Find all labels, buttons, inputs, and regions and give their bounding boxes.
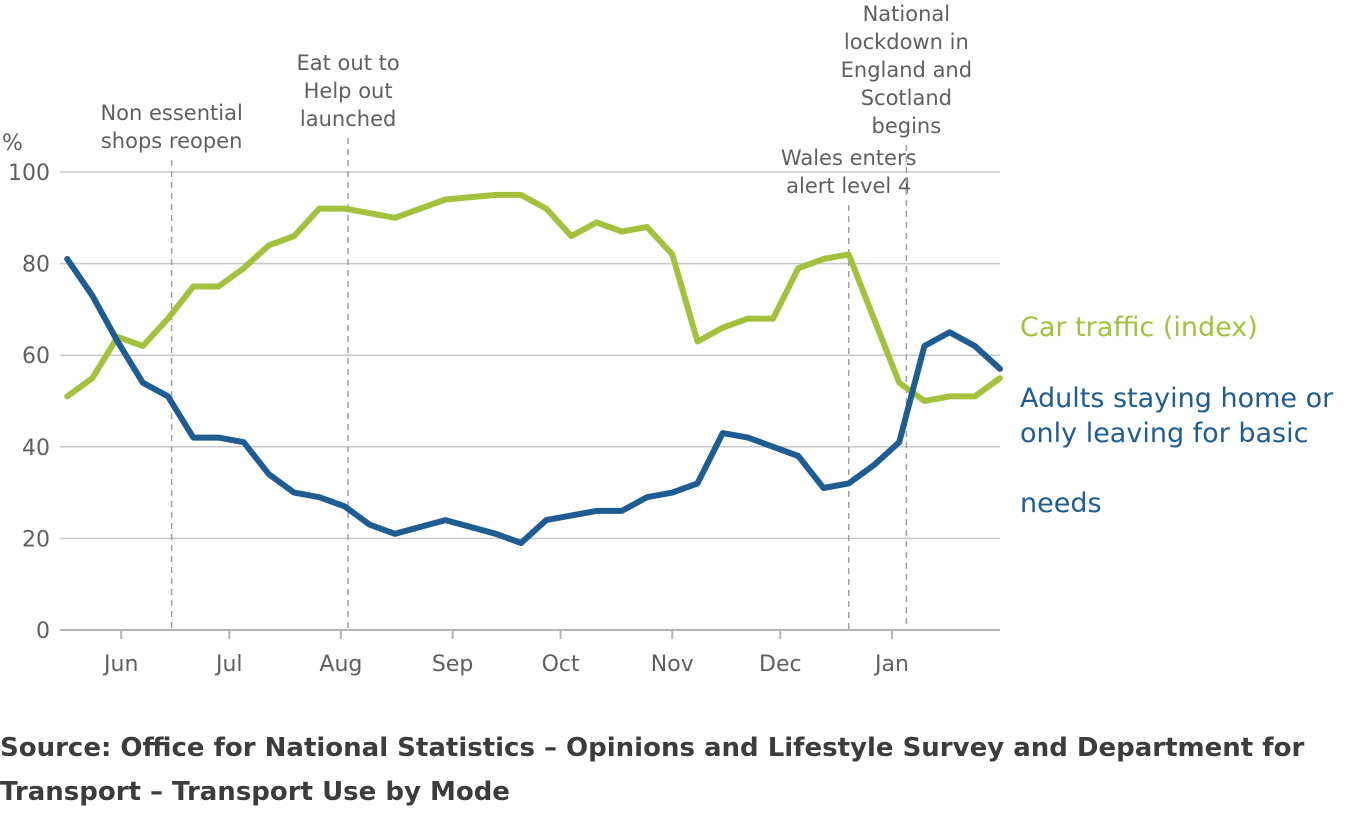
x-tick-label: Dec (759, 652, 802, 677)
x-tick-label: Aug (319, 652, 362, 677)
x-tick-label: Sep (432, 652, 473, 677)
event-annotations: Non essential shops reopen Eat out to Help … (100, 2, 972, 630)
y-tick-label: 60 (22, 344, 50, 369)
y-tick-label: 100 (8, 161, 50, 186)
annotation-label: Non essential (100, 101, 242, 125)
y-tick-label: 40 (22, 436, 50, 461)
axes: 0 20 40 60 80 100% Jun Jul Aug Sep Oct Nov Dec Jan (2, 131, 1000, 677)
annotation-label: Eat out to (297, 51, 400, 75)
source-note: Source: Office for National Statistics –… (0, 733, 1305, 807)
y-tick-label: 80 (22, 253, 50, 278)
x-tick-label: Jan (873, 652, 909, 677)
legend-car-traffic: Car traffic (index) (1020, 312, 1258, 343)
legend: Car traffic (index) Adults staying home o… (1020, 312, 1334, 519)
series-lines (64, 191, 1003, 546)
annotation-label: lockdown in (844, 30, 969, 54)
y-axis-label: % (2, 131, 23, 156)
x-tick-label: Oct (542, 652, 580, 677)
annotation-label: shops reopen (101, 129, 243, 153)
legend-adults-staying-home: needs (1020, 488, 1102, 519)
annotation-label: alert level 4 (786, 174, 911, 198)
annotation-label: England and (841, 58, 972, 82)
legend-adults-staying-home: Adults staying home or (1020, 383, 1334, 414)
annotation-label: Scotland (861, 86, 952, 110)
x-tick-label: Jul (214, 652, 243, 677)
annotation-label: Help out (304, 79, 393, 103)
annotation-label: begins (872, 114, 942, 138)
x-tick-label: Jun (102, 652, 138, 677)
series-line-car-traffic (64, 191, 1003, 404)
annotation-label: launched (300, 107, 396, 131)
y-tick-label: 20 (22, 527, 50, 552)
gridlines (60, 171, 1000, 540)
annotation-label: National (863, 2, 951, 26)
legend-adults-staying-home: only leaving for basic (1020, 418, 1308, 449)
chart-svg: Non essential shops reopen Eat out to Help … (2, 2, 1334, 677)
y-tick-label: 0 (36, 619, 50, 644)
annotation-label: Wales enters (781, 146, 917, 170)
series-line-adults-staying-home (64, 256, 1003, 546)
x-tick-label: Nov (651, 652, 694, 677)
